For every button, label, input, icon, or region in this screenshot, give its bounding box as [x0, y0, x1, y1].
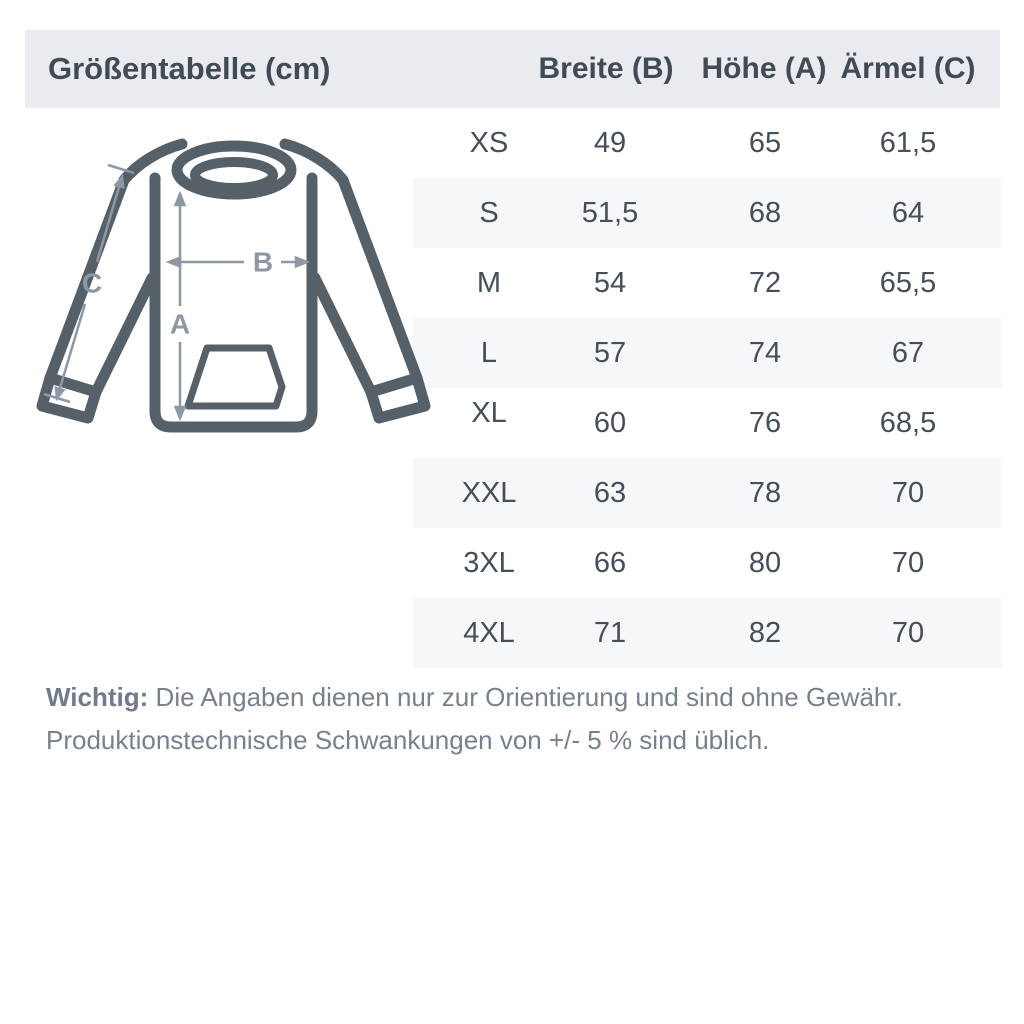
table-header: Größentabelle (cm) Breite (B) Höhe (A) Ä…	[25, 30, 1000, 108]
size-label: L	[480, 337, 498, 369]
arrow-up-right-icon	[113, 173, 125, 189]
breite-value: 57	[593, 337, 627, 369]
page-title: Größentabelle (cm)	[48, 51, 331, 86]
disclaimer-note-line2: Produktionstechnische Schwankungen von +…	[46, 725, 770, 755]
aermel-value: 70	[891, 617, 925, 649]
hoehe-value: 82	[748, 617, 782, 649]
hoehe-value: 68	[748, 197, 782, 229]
breite-value: 71	[593, 617, 627, 649]
dimension-label-c: C	[82, 268, 102, 299]
hoodie-torso	[149, 172, 318, 433]
hoehe-value: 80	[748, 547, 782, 579]
size-label: XS	[469, 127, 509, 159]
hoodie-left-sleeve	[36, 138, 188, 424]
breite-value: 49	[593, 127, 627, 159]
hoodie-right-sleeve	[279, 138, 431, 424]
table-row: 4XL 71 82 70	[413, 598, 1001, 668]
column-header-breite: Breite (B)	[538, 52, 674, 85]
size-label: XL	[471, 397, 507, 429]
arrow-up-icon	[173, 190, 187, 207]
size-label: XXL	[461, 477, 517, 509]
table-row: XXL 63 78 70	[413, 458, 1001, 528]
hoehe-value: 72	[748, 267, 782, 299]
size-label: 3XL	[463, 547, 515, 579]
hoodie-hood-opening	[190, 157, 278, 193]
disclaimer-note: Wichtig: Die Angaben dienen nur zur Orie…	[46, 676, 986, 762]
aermel-value: 70	[891, 547, 925, 579]
hoehe-value: 76	[748, 407, 782, 439]
hoehe-value: 65	[748, 127, 782, 159]
hoehe-value: 78	[748, 477, 782, 509]
arrow-down-icon	[173, 405, 187, 422]
dimension-c-end-tick	[43, 392, 71, 404]
breite-value: 63	[593, 477, 627, 509]
column-header-aermel: Ärmel (C)	[840, 52, 976, 85]
arrow-right-icon	[294, 255, 311, 269]
table-row: M 54 72 65,5	[413, 248, 1001, 318]
hoodie-measurement-diagram: A B C	[36, 138, 431, 433]
dimension-c-line	[58, 303, 87, 389]
table-row: S 51,5 68 64	[413, 178, 1001, 248]
dimension-c-line	[95, 186, 121, 263]
disclaimer-note-line1: Die Angaben dienen nur zur Orientierung …	[148, 682, 903, 712]
hoodie-right-cuff-seam	[365, 372, 423, 398]
hoodie-pocket	[184, 344, 286, 410]
dimension-c-end-tick	[107, 163, 135, 175]
size-label: S	[479, 197, 499, 229]
breite-value: 60	[593, 407, 627, 439]
table-row: XS 49 65 61,5	[413, 108, 1001, 178]
table-row: L 57 74 67	[413, 318, 1001, 388]
breite-value: 54	[593, 267, 627, 299]
size-label: M	[476, 267, 502, 299]
column-header-hoehe: Höhe (A)	[701, 52, 827, 85]
aermel-value: 70	[891, 477, 925, 509]
table-row: XL 60 76 68,5	[413, 388, 1001, 458]
size-label: 4XL	[463, 617, 515, 649]
breite-value: 51,5	[581, 197, 639, 229]
disclaimer-note-bold: Wichtig:	[46, 682, 149, 712]
breite-value: 66	[593, 547, 627, 579]
aermel-value: 65,5	[879, 267, 937, 299]
dimension-label-b: B	[253, 247, 273, 278]
aermel-value: 67	[891, 337, 925, 369]
arrow-down-left-icon	[54, 386, 66, 402]
hoehe-value: 74	[748, 337, 782, 369]
aermel-value: 68,5	[879, 407, 937, 439]
aermel-value: 64	[891, 197, 925, 229]
dimension-label-a: A	[170, 309, 190, 340]
table-row: 3XL 66 80 70	[413, 528, 1001, 598]
arrow-left-icon	[165, 255, 182, 269]
hoodie-left-cuff-seam	[44, 372, 102, 398]
aermel-value: 61,5	[879, 127, 937, 159]
